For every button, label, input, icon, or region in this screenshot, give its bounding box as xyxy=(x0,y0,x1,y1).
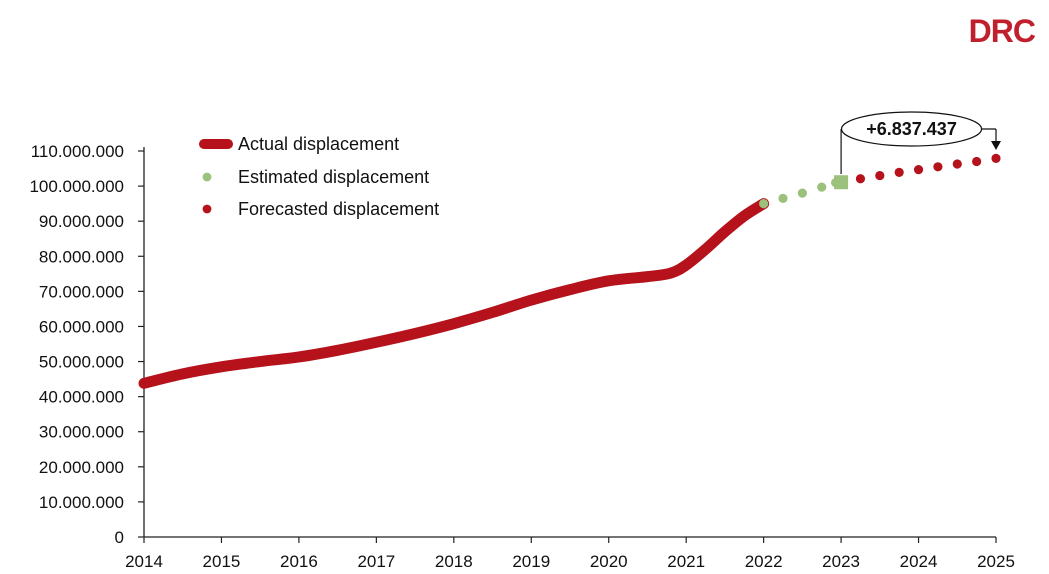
x-tick-label: 2018 xyxy=(435,552,473,571)
x-tick-label: 2022 xyxy=(745,552,783,571)
data-point xyxy=(991,153,1001,163)
y-tick-label: 100.000.000 xyxy=(29,177,124,196)
y-tick-label: 10.000.000 xyxy=(39,493,124,512)
annotation-bubble xyxy=(840,111,983,147)
y-tick-label: 80.000.000 xyxy=(39,247,124,266)
y-tick-label: 90.000.000 xyxy=(39,212,124,231)
y-tick-label: 30.000.000 xyxy=(39,423,124,442)
data-point xyxy=(972,156,982,167)
series-layer xyxy=(138,153,1001,389)
legend-swatch-dot xyxy=(202,204,212,214)
x-tick-label: 2015 xyxy=(203,552,241,571)
y-tick-label: 40.000.000 xyxy=(39,388,124,407)
drc-logo: DRC xyxy=(969,13,1037,48)
legend-label: Forecasted displacement xyxy=(238,199,439,219)
y-tick-label: 110.000.000 xyxy=(31,142,124,161)
axes: 0 10.000.000 20.000.000 30.000.000 40.000.00… xyxy=(29,142,1014,571)
y-tick-label: 70.000.000 xyxy=(39,282,124,301)
x-tick-label: 2024 xyxy=(900,552,938,571)
y-tick-label: 50.000.000 xyxy=(39,353,124,372)
x-tick-label: 2025 xyxy=(977,552,1015,571)
data-point xyxy=(894,167,904,178)
legend-swatch-dot xyxy=(202,172,212,182)
x-tick-label: 2020 xyxy=(590,552,628,571)
y-tick-label: 60.000.000 xyxy=(39,317,124,336)
y-tick-label: 20.000.000 xyxy=(39,458,124,477)
data-point xyxy=(875,170,885,181)
data-point xyxy=(913,164,924,175)
legend-label: Actual displacement xyxy=(238,134,399,154)
series-forecasted-displacement xyxy=(855,153,1001,184)
annotation-arrowhead xyxy=(991,141,1001,150)
data-point xyxy=(797,188,807,198)
x-tick-label: 2023 xyxy=(822,552,860,571)
data-point xyxy=(933,162,943,172)
x-tick-label: 2019 xyxy=(512,552,550,571)
data-point xyxy=(778,193,788,203)
y-tick-label: 0 xyxy=(115,528,124,547)
x-tick-label: 2016 xyxy=(280,552,318,571)
legend: Actual displacement Estimated displacemen… xyxy=(199,134,439,219)
x-tick-label: 2021 xyxy=(667,552,705,571)
actual-displacement-line xyxy=(138,198,770,389)
series-estimated-displacement xyxy=(759,175,849,209)
increase-annotation: +6.837.437 xyxy=(840,111,1001,174)
x-tick-label: 2014 xyxy=(125,552,163,571)
data-point xyxy=(817,182,827,192)
series-actual-displacement xyxy=(138,198,770,389)
x-tick-label: 2017 xyxy=(357,552,395,571)
drc-logo-text: DRC xyxy=(969,13,1036,48)
data-point xyxy=(759,199,769,209)
end-marker-square xyxy=(834,175,849,190)
annotation-label: +6.837.437 xyxy=(866,119,957,139)
data-point xyxy=(855,174,866,184)
data-point xyxy=(952,159,962,169)
legend-label: Estimated displacement xyxy=(238,167,429,187)
